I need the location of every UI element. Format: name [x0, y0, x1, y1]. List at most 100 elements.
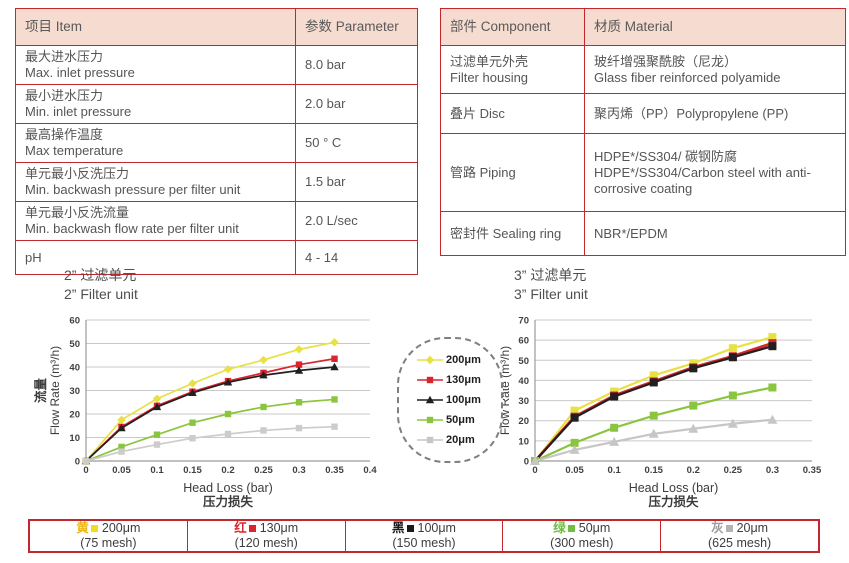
svg-text:流量: 流量	[33, 378, 48, 404]
legend-label: 100μm	[446, 394, 481, 406]
mesh-size: (150 mesh)	[392, 536, 456, 550]
material-label-zh: HDPE*/SS304/ 碳钢防腐	[594, 148, 738, 164]
item-label-en: Min. backwash flow rate per filter unit	[25, 221, 239, 236]
color-swatch	[90, 525, 98, 532]
svg-text:0.15: 0.15	[644, 465, 663, 476]
legend-item: 200μm	[415, 350, 501, 370]
item-label-zh: 最小进水压力	[25, 88, 104, 103]
color-key-cell: 灰 20μm (625 mesh)	[661, 521, 818, 551]
svg-text:10: 10	[518, 436, 529, 447]
color-key-cell: 黑 100μm (150 mesh)	[346, 521, 504, 551]
table-row: 叠片 Disc 聚丙烯（PP）Polypropylene (PP)	[440, 93, 846, 134]
legend-label: 200μm	[446, 354, 481, 366]
color-swatch	[725, 525, 733, 532]
series-marker-icon	[417, 416, 443, 424]
svg-text:0.05: 0.05	[112, 465, 131, 476]
table-row: 单元最小反洗流量 Min. backwash flow rate per filt…	[15, 201, 418, 241]
item-label-en: Max temperature	[25, 143, 124, 158]
parameters-table: 项目 Item 参数 Parameter 最大进水压力 Max. inlet pr…	[15, 8, 418, 275]
item-header: 项目 Item	[15, 8, 296, 46]
svg-text:0.3: 0.3	[766, 465, 779, 476]
svg-text:60: 60	[518, 336, 529, 347]
table-row: 最高操作温度 Max temperature 50 ° C	[15, 123, 418, 163]
svg-text:0: 0	[75, 457, 80, 468]
svg-text:50: 50	[518, 356, 529, 367]
item-label-zh: 单元最小反洗压力	[25, 166, 130, 181]
table-header-row: 项目 Item 参数 Parameter	[15, 8, 418, 46]
mesh-size: (120 mesh)	[234, 536, 298, 550]
legend-item: 100μm	[415, 390, 501, 410]
legend-label: 50μm	[446, 414, 475, 426]
table-row: 管路 Piping HDPE*/SS304/ 碳钢防腐 HDPE*/SS304/C…	[440, 133, 846, 212]
material-label-zh: NBR*/EPDM	[594, 225, 668, 241]
item-label-zh: 最高操作温度	[25, 127, 104, 142]
parameter-value: 50 ° C	[295, 123, 418, 163]
svg-text:20: 20	[518, 416, 529, 427]
parameter-value: 2.0 L/sec	[295, 201, 418, 241]
color-name-zh: 黑	[391, 521, 405, 535]
svg-text:0: 0	[532, 465, 537, 476]
material-header: 材质 Material	[584, 8, 846, 46]
svg-text:0.05: 0.05	[565, 465, 584, 476]
component-label-en: Filter housing	[450, 69, 529, 85]
svg-text:40: 40	[69, 363, 80, 374]
color-swatch	[567, 525, 575, 532]
materials-table: 部件 Component 材质 Material 过滤单元外壳 Filter ho…	[440, 8, 846, 256]
color-name-zh: 绿	[553, 521, 566, 535]
color-key-bar: 黄 200μm (75 mesh) 红 130μm (120 mesh) 黑 100μ…	[28, 519, 820, 553]
table-row: pH 4 - 14	[15, 240, 418, 275]
component-label-zh: 叠片 Disc	[450, 105, 505, 121]
component-label-zh: 过滤单元外壳	[450, 53, 529, 69]
svg-text:0.15: 0.15	[183, 465, 202, 476]
series-marker-icon	[417, 395, 443, 404]
table-row: 单元最小反洗压力 Min. backwash pressure per filte…	[15, 162, 418, 202]
chart-title-en: 3” Filter unit	[514, 286, 588, 302]
svg-text:Head Loss (bar): Head Loss (bar)	[183, 481, 273, 495]
svg-text:60: 60	[69, 316, 80, 327]
mesh-size: (300 mesh)	[550, 536, 614, 550]
legend-item: 50μm	[415, 410, 501, 430]
series-marker-icon	[417, 355, 443, 365]
svg-text:0.35: 0.35	[803, 465, 822, 476]
legend-item: 130μm	[415, 370, 501, 390]
item-label-zh: 最大进水压力	[25, 49, 104, 64]
item-label-zh: 单元最小反洗流量	[25, 205, 130, 220]
parameter-header: 参数 Parameter	[295, 8, 418, 46]
parameter-value: 8.0 bar	[295, 45, 418, 85]
micron-size: 200μm	[101, 521, 141, 535]
legend-item: 20μm	[415, 430, 501, 450]
chart-title-zh: 3” 过滤单元	[514, 267, 587, 283]
svg-text:40: 40	[518, 376, 529, 387]
color-swatch	[248, 525, 256, 532]
micron-size: 100μm	[417, 521, 456, 535]
item-label-en: Max. inlet pressure	[25, 65, 135, 80]
svg-text:0.2: 0.2	[687, 465, 700, 476]
color-name-zh: 黄	[76, 521, 89, 535]
svg-text:0.2: 0.2	[221, 465, 234, 476]
series-marker-icon	[417, 376, 443, 384]
item-label-zh: pH	[25, 249, 42, 265]
mesh-size: (75 mesh)	[80, 536, 137, 550]
material-label-zh: 聚丙烯（PP）Polypropylene (PP)	[594, 105, 789, 121]
table-header-row: 部件 Component 材质 Material	[440, 8, 846, 46]
series-legend: 200μm 130μm 100μm 50μm 20μm	[397, 337, 503, 463]
color-key-cell: 红 130μm (120 mesh)	[188, 521, 346, 551]
component-label-zh: 密封件 Sealing ring	[450, 225, 562, 241]
micron-size: 50μm	[578, 521, 611, 535]
svg-text:Head Loss (bar): Head Loss (bar)	[629, 481, 719, 495]
svg-text:0.3: 0.3	[292, 465, 305, 476]
chart-2in-filter-unit: 2” 过滤单元 2” Filter unit 0 10 20 30 40 50 60 0 0.0…	[30, 266, 422, 514]
color-swatch	[406, 525, 414, 532]
chart-title: 3” 过滤单元 3” Filter unit	[514, 266, 849, 304]
material-label-en: HDPE*/SS304/Carbon steel with anti-corro…	[594, 164, 811, 196]
component-label-zh: 管路 Piping	[450, 164, 516, 180]
color-name-zh: 红	[234, 521, 247, 535]
micron-size: 20μm	[736, 521, 769, 535]
table-row: 过滤单元外壳 Filter housing 玻纤增强聚酰胺（尼龙） Glass fi…	[440, 45, 846, 94]
svg-text:0.4: 0.4	[363, 465, 377, 476]
table-row: 密封件 Sealing ring NBR*/EPDM	[440, 211, 846, 256]
svg-text:0.35: 0.35	[325, 465, 344, 476]
component-header: 部件 Component	[440, 8, 585, 46]
parameter-value: 1.5 bar	[295, 162, 418, 202]
